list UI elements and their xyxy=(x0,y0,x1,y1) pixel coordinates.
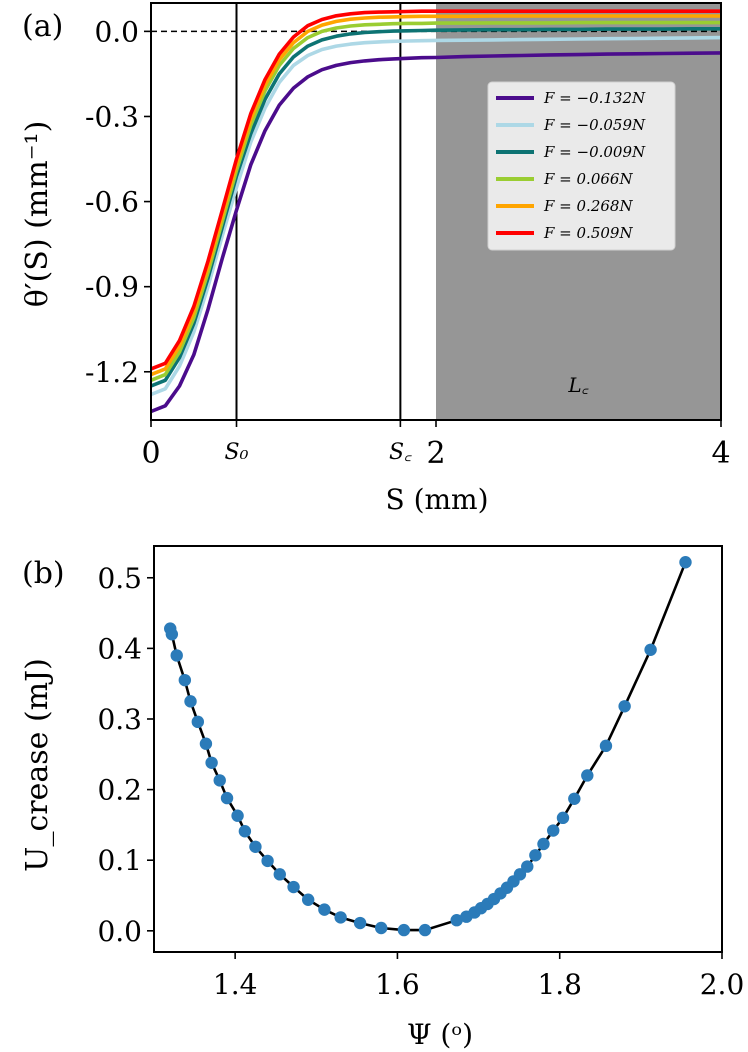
x-tick-label-a-0: 0 xyxy=(141,436,160,471)
y-tick-label-b-1: 0.1 xyxy=(97,844,142,877)
data-point-35 xyxy=(537,837,550,851)
data-point-33 xyxy=(521,860,534,873)
data-points xyxy=(164,556,692,937)
legend-label-4: F = 0.268N xyxy=(543,197,633,215)
data-point-8 xyxy=(213,774,226,787)
data-point-19 xyxy=(353,916,367,930)
legend-label-2: F = −0.009N xyxy=(543,143,646,161)
panel-b: 1.4 1.6 1.8 2.0 0.0 0.1 0.2 0.3 0.4 0.5 (b) Ψ (ᵒ)… xyxy=(20,545,744,1051)
axes-frame-b xyxy=(153,545,723,953)
data-point-15 xyxy=(287,880,300,894)
data-point-40 xyxy=(599,739,613,753)
x-tick-label-a-4: 4 xyxy=(711,436,730,471)
legend-label-3: F = 0.066N xyxy=(543,170,633,188)
data-point-18 xyxy=(334,911,347,924)
x-axis-label-a: S (mm) xyxy=(385,483,488,516)
data-point-36 xyxy=(547,824,560,837)
data-point-22 xyxy=(418,923,432,937)
data-point-16 xyxy=(301,893,315,906)
y-tick-label-a-4: -1.2 xyxy=(85,356,139,389)
vertical-marker-lines xyxy=(235,3,402,420)
data-point-9 xyxy=(220,791,234,805)
ticks-a: 0 S₀ S꜀ 2 4 0.0 -0.3 -0.6 -0.9 -1.2 xyxy=(85,15,731,471)
data-point-34 xyxy=(529,849,542,862)
y-tick-label-a-1: -0.3 xyxy=(85,100,139,133)
data-point-6 xyxy=(199,737,213,750)
series-line-1 xyxy=(150,35,722,397)
data-point-5 xyxy=(191,715,205,729)
data-point-1 xyxy=(165,628,179,641)
data-point-23 xyxy=(450,914,463,927)
data-point-32 xyxy=(513,868,527,881)
data-point-20 xyxy=(375,921,388,935)
y-tick-label-b-3: 0.3 xyxy=(97,703,142,736)
y-axis-label-a: θ′(S) (mm⁻¹) xyxy=(20,121,55,308)
data-point-38 xyxy=(568,792,581,805)
data-point-14 xyxy=(273,868,286,881)
data-point-17 xyxy=(318,903,331,916)
data-point-4 xyxy=(184,695,197,708)
data-point-41 xyxy=(618,700,631,713)
panel-label-a: (a) xyxy=(22,9,63,44)
data-point-37 xyxy=(556,811,570,825)
series-line-5 xyxy=(150,9,721,371)
x-tick-label-b-3: 2.0 xyxy=(700,968,745,1001)
y-axis-label-b: U_crease (mJ) xyxy=(20,658,55,872)
data-point-13 xyxy=(261,854,274,868)
data-point-42 xyxy=(644,643,657,656)
shaded-region-label: L꜀ xyxy=(567,373,588,397)
y-tick-label-b-5: 0.5 xyxy=(97,562,142,595)
legend-label-1: F = −0.059N xyxy=(543,116,646,134)
data-point-10 xyxy=(231,809,244,822)
panel-label-b: (b) xyxy=(22,556,65,591)
data-point-21 xyxy=(397,923,411,937)
y-tick-label-b-2: 0.2 xyxy=(97,774,142,807)
x-tick-label-b-2: 1.8 xyxy=(537,968,582,1001)
x-tick-label-a-1: S₀ xyxy=(225,440,249,465)
ticks-b: 1.4 1.6 1.8 2.0 0.0 0.1 0.2 0.3 0.4 0.5 xyxy=(97,562,744,1001)
data-point-2 xyxy=(170,649,183,662)
x-tick-label-a-3: 2 xyxy=(426,436,445,471)
data-point-7 xyxy=(205,756,218,769)
x-axis-label-b: Ψ (ᵒ) xyxy=(407,1018,473,1051)
data-point-11 xyxy=(238,825,252,838)
y-tick-label-a-3: -0.9 xyxy=(85,271,139,304)
series-line-0 xyxy=(150,51,722,414)
legend-box xyxy=(487,81,676,251)
y-tick-label-b-4: 0.4 xyxy=(97,632,142,665)
data-point-43 xyxy=(679,556,692,569)
y-tick-label-a-0: 0.0 xyxy=(94,15,139,48)
curves xyxy=(150,9,722,414)
data-point-3 xyxy=(178,673,192,687)
x-tick-label-b-0: 1.4 xyxy=(213,968,258,1001)
legend: F = −0.132N F = −0.059N F = −0.009N F = 0.0… xyxy=(487,81,676,251)
y-tick-label-b-0: 0.0 xyxy=(97,915,142,948)
x-tick-label-b-1: 1.6 xyxy=(375,968,420,1001)
legend-label-5: F = 0.509N xyxy=(543,224,633,242)
data-point-12 xyxy=(249,840,262,853)
data-point-39 xyxy=(581,769,594,782)
panel-a: 0 S₀ S꜀ 2 4 0.0 -0.3 -0.6 -0.9 -1.2 L꜀ F = −0.132… xyxy=(20,2,731,516)
legend-label-0: F = −0.132N xyxy=(543,89,646,107)
x-tick-label-a-2: S꜀ xyxy=(389,440,412,465)
y-tick-label-a-2: -0.6 xyxy=(85,186,139,219)
